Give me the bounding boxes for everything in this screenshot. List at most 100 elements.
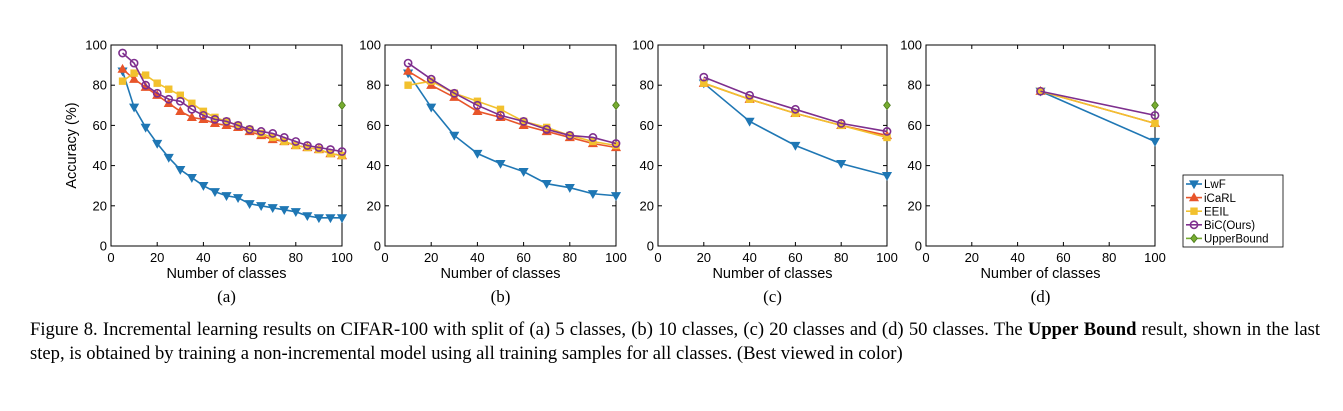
- legend-label: UpperBound: [1204, 234, 1269, 246]
- point-bic-ours: [152, 88, 162, 98]
- legend-swatch-marker: [1188, 192, 1200, 202]
- panel-label: (a): [217, 287, 236, 306]
- plot-frame: [384, 44, 617, 247]
- plot-frame: [110, 44, 343, 247]
- point-bic-ours: [426, 74, 436, 84]
- x-tick-label: 60: [1056, 250, 1070, 265]
- x-tick-label: 80: [834, 250, 848, 265]
- x-tick-label: 0: [922, 250, 929, 265]
- figure-charts: 0 20 40 60 80 100 0 20 40 60 80 100 Number of classe…: [64, 38, 1284, 307]
- y-tick-label: 60: [640, 118, 654, 133]
- point-bic-ours: [187, 104, 197, 114]
- point-icarl: [129, 73, 140, 83]
- point-bic-ours: [291, 137, 301, 146]
- point-upperbound: [338, 100, 346, 111]
- point-lwf: [610, 192, 622, 201]
- x-axis-label: Number of classes: [712, 266, 832, 282]
- point-upperbound: [1151, 100, 1159, 111]
- point-bic-ours: [496, 110, 505, 120]
- figure-caption: Figure 8. Incremental learning results o…: [30, 318, 1320, 366]
- y-tick-label: 80: [908, 78, 922, 93]
- point-bic-ours: [210, 114, 220, 124]
- point-lwf: [186, 174, 197, 183]
- point-lwf: [564, 184, 575, 193]
- point-bic-ours: [141, 80, 151, 90]
- point-lwf: [1149, 137, 1161, 147]
- series-line-eeil: [407, 80, 617, 147]
- series-line-bic-ours: [703, 76, 888, 133]
- y-tick-label: 100: [359, 38, 381, 53]
- y-tick-label: 0: [915, 239, 922, 254]
- point-lwf: [518, 167, 529, 177]
- point-lwf: [129, 103, 140, 113]
- x-tick-label: 40: [196, 250, 210, 265]
- x-axis-label: Number of classes: [980, 266, 1100, 282]
- point-eeil: [141, 71, 150, 79]
- x-tick-label: 0: [654, 250, 661, 265]
- caption-bold-bound: Bound: [1083, 319, 1137, 340]
- panel-label: (d): [1031, 287, 1051, 306]
- point-lwf: [163, 153, 174, 163]
- x-tick-label: 0: [381, 250, 388, 265]
- point-icarl: [403, 65, 414, 75]
- caption-text-2: result, shown in the last step, is obtai…: [30, 319, 1321, 364]
- y-tick-label: 40: [908, 158, 922, 173]
- series-line-lwf: [1040, 90, 1156, 143]
- point-bic-ours: [256, 127, 266, 136]
- point-lwf: [279, 206, 290, 216]
- series-line-bic-ours: [122, 52, 343, 153]
- point-bic-ours: [337, 147, 347, 156]
- point-lwf: [744, 117, 755, 127]
- point-bic-ours: [699, 72, 709, 82]
- point-lwf: [790, 141, 801, 151]
- series-line-bic-ours: [407, 62, 617, 145]
- point-bic-ours: [882, 127, 892, 136]
- point-lwf: [290, 208, 301, 218]
- point-eeil: [130, 69, 138, 77]
- x-tick-label: 60: [242, 250, 256, 265]
- x-tick-label: 80: [289, 250, 303, 265]
- y-tick-label: 80: [93, 78, 107, 93]
- point-lwf: [313, 214, 324, 224]
- y-tick-label: 40: [367, 158, 381, 173]
- point-lwf: [836, 159, 847, 169]
- legend-swatch-marker: [1190, 233, 1198, 244]
- point-bic-ours: [449, 88, 459, 98]
- x-tick-label: 80: [563, 250, 577, 265]
- point-bic-ours: [565, 131, 575, 140]
- point-bic-ours: [519, 116, 528, 126]
- plot-frame: [657, 44, 888, 247]
- y-tick-label: 40: [640, 158, 654, 173]
- y-tick-label: 60: [93, 118, 107, 133]
- chart-panel-3: 0 20 40 60 80 100 0 20 40 60 80 100 Number of classe…: [632, 38, 898, 307]
- y-tick-label: 60: [908, 118, 922, 133]
- point-lwf: [426, 103, 437, 113]
- y-tick-label: 100: [85, 38, 107, 53]
- point-lwf: [256, 202, 267, 212]
- legend-swatch-marker: [1190, 207, 1198, 215]
- series-line-lwf: [407, 72, 617, 197]
- point-bic-ours: [542, 125, 552, 134]
- point-lwf: [152, 139, 163, 149]
- point-bic-ours: [403, 58, 413, 68]
- legend-label: BiC(Ours): [1204, 220, 1255, 232]
- point-lwf: [221, 192, 232, 201]
- point-icarl: [175, 106, 186, 115]
- x-tick-label: 60: [516, 250, 530, 265]
- x-tick-label: 80: [1102, 250, 1116, 265]
- point-lwf: [587, 190, 598, 199]
- chart-panel-1: 0 20 40 60 80 100 0 20 40 60 80 100 Number of classe…: [64, 38, 353, 307]
- point-lwf: [336, 214, 348, 224]
- point-bic-ours: [279, 133, 289, 142]
- y-tick-label: 100: [900, 38, 922, 53]
- point-bic-ours: [588, 133, 598, 142]
- series-line-bic-ours: [1040, 90, 1156, 117]
- point-bic-ours: [791, 104, 800, 114]
- caption-text-1: Figure 8. Incremental learning results o…: [30, 319, 1028, 340]
- point-icarl: [472, 106, 483, 115]
- y-tick-label: 20: [640, 198, 654, 213]
- panel-label: (c): [763, 287, 782, 306]
- legend-swatch-marker: [1188, 180, 1200, 190]
- point-bic-ours: [233, 121, 243, 130]
- point-lwf: [209, 188, 221, 197]
